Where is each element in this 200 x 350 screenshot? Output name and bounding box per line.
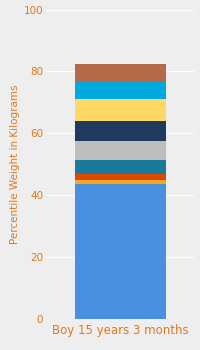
Bar (75, 99, 166, 121)
Bar (75, 184, 166, 319)
Bar (75, 174, 166, 180)
Bar (75, 160, 166, 174)
Y-axis label: Percentile Weight in Kilograms: Percentile Weight in Kilograms (10, 84, 20, 244)
Bar (75, 180, 166, 184)
Bar (75, 141, 166, 160)
Bar (75, 64, 166, 81)
Bar (75, 81, 166, 99)
Bar (75, 121, 166, 141)
